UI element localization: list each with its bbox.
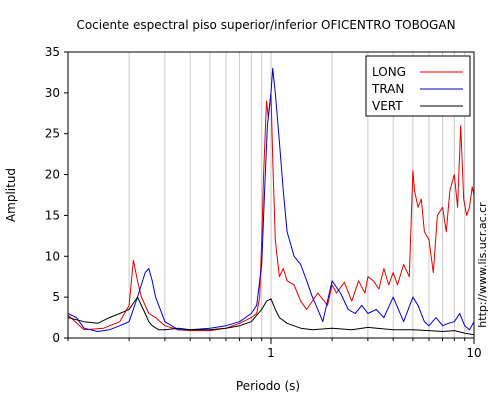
x-axis-label: Periodo (s)	[236, 379, 300, 393]
y-tick-label: 5	[52, 290, 60, 304]
chart-title: Cociente espectral piso superior/inferio…	[76, 18, 455, 32]
y-tick-label: 25	[45, 127, 60, 141]
legend-label-long: LONG	[372, 65, 406, 79]
y-tick-label: 35	[45, 45, 60, 59]
y-tick-label: 15	[45, 208, 60, 222]
series-tran	[67, 67, 475, 332]
x-tick-label: 10	[466, 346, 481, 360]
y-tick-label: 0	[52, 331, 60, 345]
legend-label-vert: VERT	[372, 99, 403, 113]
source-url: http://www.lis.ucr.ac.cr	[476, 202, 489, 328]
series-layer	[67, 67, 475, 336]
legend: LONG TRAN VERT	[365, 55, 471, 117]
y-axis-label: Amplitud	[4, 168, 18, 222]
legend-label-tran: TRAN	[371, 82, 404, 96]
series-vert	[67, 296, 475, 336]
y-axis: 0 5 10 15 20 25 30 35	[45, 45, 68, 345]
y-tick-label: 10	[45, 249, 60, 263]
y-tick-label: 20	[45, 168, 60, 182]
x-tick-label: 1	[267, 346, 275, 360]
x-axis: 1 10	[67, 338, 482, 360]
y-tick-label: 30	[45, 86, 60, 100]
